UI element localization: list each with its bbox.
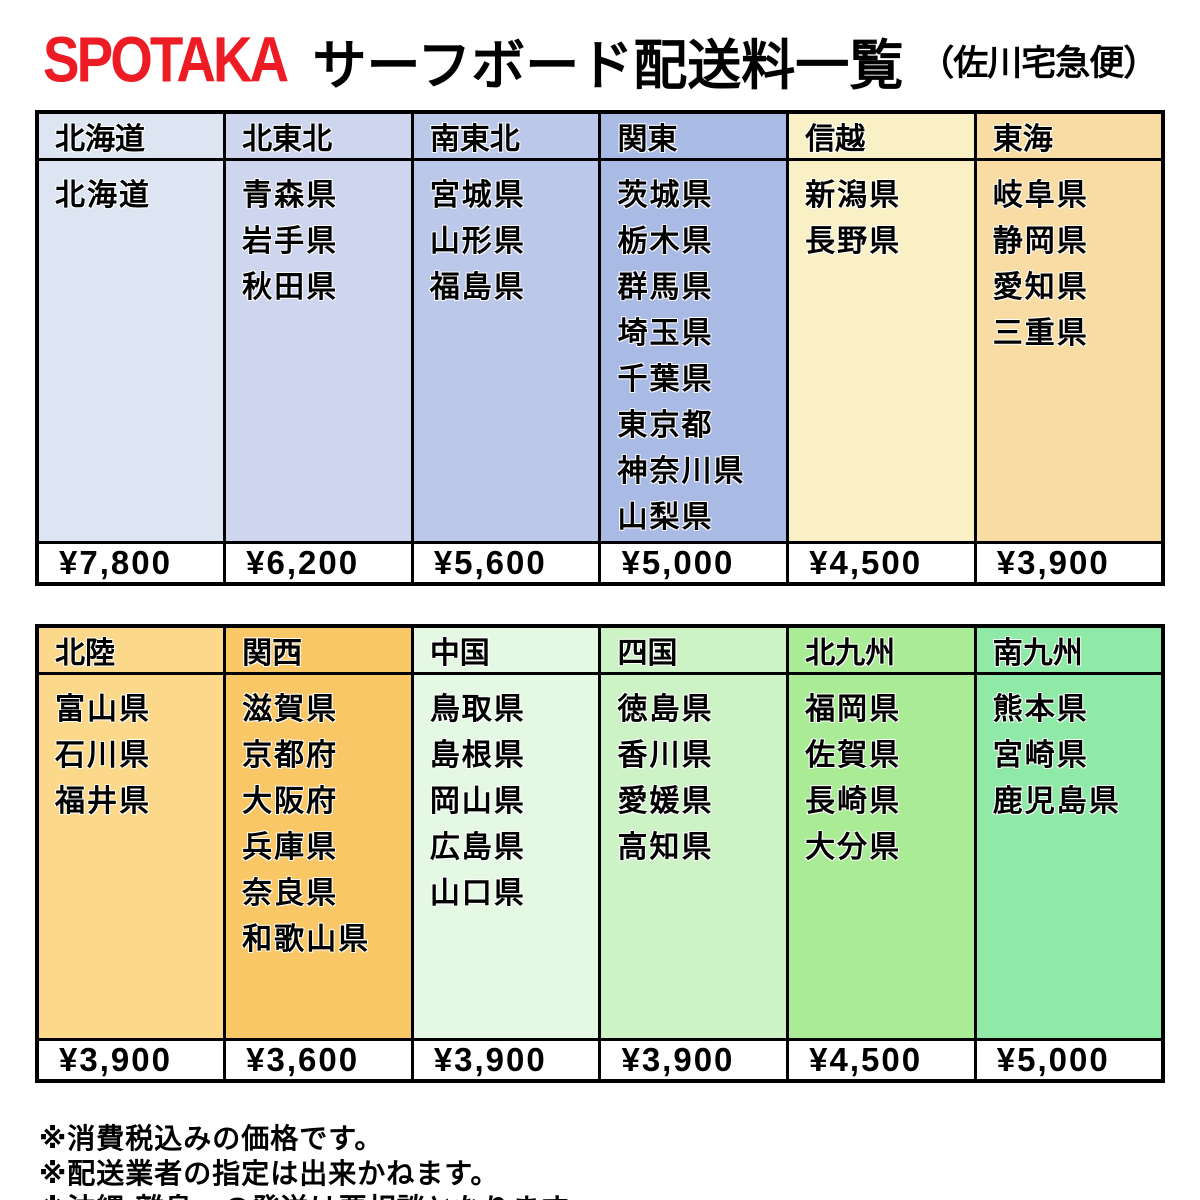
shipping-fee-table-west: 北陸 関西 中国 四国 北九州 南九州 富山県 石川県 福井県 滋賀県 京都府 大阪府 兵庫県 奈良県 和歌… xyxy=(35,624,1165,1083)
prefecture-name: 大分県 xyxy=(805,831,902,864)
prefecture-name: 鹿児島県 xyxy=(992,785,1121,818)
prefecture-name: 富山県 xyxy=(55,693,151,726)
region-header-cell: 中国 xyxy=(410,624,602,675)
prefecture-list-cell: 滋賀県京都府大阪府兵庫県奈良県和歌山県 xyxy=(223,672,414,1041)
region-header-cell: 南九州 xyxy=(973,624,1165,675)
footer-notes: ※消費税込みの価格です。 ※配送業者の指定は出来かねます。 ※沖縄・離島への発送は要… xyxy=(39,1121,1165,1200)
prefecture-name: 長野県 xyxy=(805,225,902,258)
prefecture-name: 福岡県 xyxy=(805,693,902,726)
region-header-cell: 信越 xyxy=(786,110,977,161)
page-title: SPOTAKA サーフボード配送料一覧 （佐川宅急便） xyxy=(43,20,1165,100)
prefecture-name: 京都府 xyxy=(242,739,339,772)
region-header-cell: 関西 xyxy=(223,624,414,675)
prefecture-name: 埼玉県 xyxy=(617,317,714,350)
price-cell: ¥3,900 xyxy=(410,1038,602,1083)
prefecture-name: 群馬県 xyxy=(617,271,714,304)
title-subtitle: （佐川宅急便） xyxy=(919,43,1158,83)
price-row: ¥3,900 ¥3,600 ¥3,900 ¥3,900 ¥4,500 ¥5,000 xyxy=(35,1038,1165,1083)
prefecture-name: 佐賀県 xyxy=(805,739,902,772)
price-cell: ¥6,200 xyxy=(223,541,414,586)
prefecture-name: 宮城県 xyxy=(429,179,526,212)
prefecture-name: 島根県 xyxy=(429,739,526,772)
prefecture-name: 石川県 xyxy=(55,739,151,772)
note-line: ※配送業者の指定は出来かねます。 xyxy=(39,1158,500,1189)
title-text: サーフボード配送料一覧 xyxy=(312,35,904,96)
prefecture-list-cell: 宮城県 山形県 福島県 xyxy=(410,158,602,544)
note-line: ※消費税込みの価格です。 xyxy=(39,1123,384,1154)
prefecture-name: 岐阜県 xyxy=(992,179,1089,212)
price-cell: ¥4,500 xyxy=(786,1038,977,1083)
region-header-cell: 北九州 xyxy=(786,624,977,675)
price-cell: ¥3,900 xyxy=(598,1038,790,1083)
prefecture-name: 神奈川県 xyxy=(617,455,746,488)
prefecture-name: 香川県 xyxy=(617,739,714,772)
region-header-cell: 四国 xyxy=(598,624,790,675)
region-header-cell: 関東 xyxy=(598,110,790,161)
region-header-cell: 東海 xyxy=(973,110,1165,161)
price-row: ¥7,800 ¥6,200 ¥5,600 ¥5,000 ¥4,500 ¥3,900 xyxy=(35,541,1165,586)
region-header-row: 北海道 北東北 南東北 関東 信越 東海 xyxy=(35,110,1165,161)
region-header-cell: 南東北 xyxy=(410,110,602,161)
prefecture-name: 福井県 xyxy=(55,785,151,818)
prefecture-name: 奈良県 xyxy=(242,877,339,910)
price-cell: ¥5,600 xyxy=(410,541,602,586)
prefecture-name: 静岡県 xyxy=(992,225,1089,258)
prefecture-name: 長崎県 xyxy=(805,785,902,818)
region-header-cell: 北陸 xyxy=(35,624,227,675)
prefecture-name: 鳥取県 xyxy=(429,693,526,726)
prefecture-list-row: 北海道 青森県 岩手県 秋田県 宮城県 山形県 福島県 茨城県 栃木県 群馬県 埼玉県 千葉県 東京都神… xyxy=(35,158,1165,544)
prefecture-name: 岩手県 xyxy=(242,225,339,258)
prefecture-name: 徳島県 xyxy=(617,693,714,726)
prefecture-list-cell: 茨城県栃木県群馬県埼玉県千葉県東京都神奈川県山梨県 xyxy=(598,158,790,544)
prefecture-name: 広島県 xyxy=(429,831,526,864)
prefecture-list-cell: 福岡県佐賀県長崎県大分県 xyxy=(786,672,977,1041)
prefecture-name: 青森県 xyxy=(242,179,339,212)
prefecture-list-row: 富山県 石川県 福井県 滋賀県 京都府 大阪府 兵庫県 奈良県 和歌山県 鳥取県 島根県 岡山県 広島県… xyxy=(35,672,1165,1041)
prefecture-name: 新潟県 xyxy=(805,179,902,212)
prefecture-name: 滋賀県 xyxy=(242,693,339,726)
prefecture-list-cell: 青森県 岩手県 秋田県 xyxy=(223,158,414,544)
spotaka-logo: SPOTAKA xyxy=(43,24,289,96)
price-cell: ¥4,500 xyxy=(786,541,977,586)
prefecture-name: 北海道 xyxy=(55,179,151,212)
prefecture-name: 愛知県 xyxy=(992,271,1089,304)
prefecture-name: 大阪府 xyxy=(242,785,339,818)
prefecture-list-cell: 徳島県香川県愛媛県高知県 xyxy=(598,672,790,1041)
price-cell: ¥5,000 xyxy=(598,541,790,586)
prefecture-list-cell: 熊本県宮崎県鹿児島県 xyxy=(973,672,1165,1041)
prefecture-name: 千葉県 xyxy=(617,363,714,396)
region-header-row: 北陸 関西 中国 四国 北九州 南九州 xyxy=(35,624,1165,675)
prefecture-name: 高知県 xyxy=(617,831,714,864)
prefecture-name: 山形県 xyxy=(429,225,526,258)
prefecture-name: 東京都 xyxy=(617,409,714,442)
price-cell: ¥3,900 xyxy=(35,1038,227,1083)
prefecture-list-cell: 新潟県 長野県 xyxy=(786,158,977,544)
prefecture-name: 熊本県 xyxy=(992,693,1089,726)
prefecture-name: 和歌山県 xyxy=(242,923,371,956)
price-cell: ¥3,900 xyxy=(973,541,1165,586)
prefecture-name: 宮崎県 xyxy=(992,739,1089,772)
prefecture-list-cell: 鳥取県島根県岡山県広島県山口県 xyxy=(410,672,602,1041)
region-header-cell: 北海道 xyxy=(35,110,227,161)
prefecture-name: 三重県 xyxy=(992,317,1089,350)
price-cell: ¥7,800 xyxy=(35,541,227,586)
prefecture-name: 山口県 xyxy=(429,877,526,910)
price-cell: ¥3,600 xyxy=(223,1038,414,1083)
prefecture-name: 岡山県 xyxy=(429,785,526,818)
prefecture-name: 秋田県 xyxy=(242,271,339,304)
prefecture-name: 福島県 xyxy=(429,271,526,304)
note-line: ※沖縄・離島への発送は要相談となります。 xyxy=(39,1191,1165,1200)
prefecture-name: 栃木県 xyxy=(617,225,714,258)
prefecture-list-cell: 富山県 石川県 福井県 xyxy=(35,672,227,1041)
prefecture-list-cell: 岐阜県静岡県愛知県三重県 xyxy=(973,158,1165,544)
prefecture-list-cell: 北海道 xyxy=(35,158,227,544)
prefecture-name: 愛媛県 xyxy=(617,785,714,818)
shipping-fee-table-east: 北海道 北東北 南東北 関東 信越 東海 北海道 青森県 岩手県 秋田県 宮城県 山形県 福島県 茨城県栃… xyxy=(35,110,1165,586)
prefecture-name: 兵庫県 xyxy=(242,831,339,864)
prefecture-name: 茨城県 xyxy=(617,179,714,212)
region-header-cell: 北東北 xyxy=(223,110,414,161)
price-cell: ¥5,000 xyxy=(973,1038,1165,1083)
prefecture-name: 山梨県 xyxy=(617,501,714,534)
